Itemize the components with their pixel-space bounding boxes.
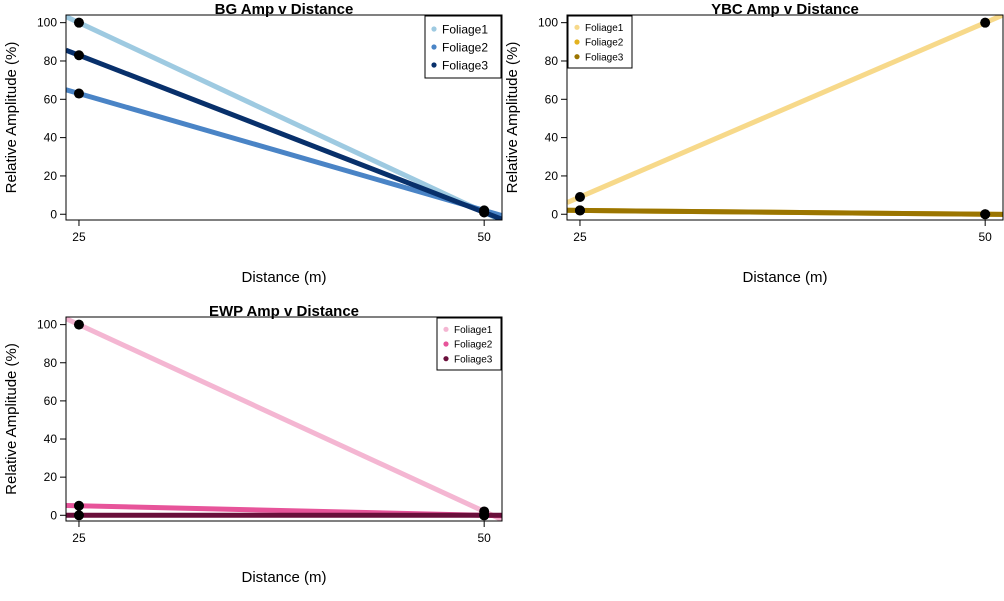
legend-swatch xyxy=(431,44,437,50)
data-points xyxy=(574,17,991,220)
y-tick-label: 0 xyxy=(50,207,57,221)
series-lines xyxy=(66,317,502,521)
y-tick-label: 60 xyxy=(44,394,58,408)
series-line-foliage2 xyxy=(66,87,502,218)
y-tick-label: 80 xyxy=(44,54,58,68)
legend-swatch xyxy=(574,54,580,60)
series-line-foliage1 xyxy=(567,15,1003,205)
legend-label: Foliage2 xyxy=(442,40,488,54)
legend-box xyxy=(424,15,502,79)
data-point xyxy=(479,207,490,218)
legend-swatch xyxy=(443,356,449,362)
chart-panel-3: 0 20 40 60 80 100 25 50 EWP Amp v Distance Distan… xyxy=(3,303,503,586)
legend-label: Foliage3 xyxy=(442,58,488,72)
chart-panel-2: 0 20 40 60 80 100 25 50 YBC Amp v Distance Distan… xyxy=(504,1,1004,286)
legend: Foliage1 Foliage2 Foliage3 xyxy=(424,15,502,79)
x-axis-label: Distance (m) xyxy=(241,569,326,586)
chart-panel-1: 0 20 40 60 80 100 25 50 BG Amp v Distance Distanc… xyxy=(3,1,503,286)
x-tick-label: 25 xyxy=(573,230,587,244)
data-points xyxy=(73,319,490,521)
legend-label: Foliage1 xyxy=(454,325,493,336)
legend: Foliage1 Foliage2 Foliage3 xyxy=(436,317,502,371)
legend-label: Foliage1 xyxy=(585,23,624,34)
x-tick-label: 25 xyxy=(72,531,86,545)
y-tick-label: 100 xyxy=(538,16,558,30)
legend-label: Foliage1 xyxy=(442,22,488,36)
legend-swatch xyxy=(574,24,580,30)
series-line-foliage1 xyxy=(66,15,502,220)
series-lines xyxy=(567,15,1003,217)
legend-swatch xyxy=(431,62,437,68)
series-lines xyxy=(66,15,502,220)
plot-frame xyxy=(65,316,503,522)
data-point xyxy=(479,510,490,521)
data-point xyxy=(73,500,84,511)
y-tick-label: 40 xyxy=(545,131,559,145)
y-tick-label: 60 xyxy=(44,92,58,106)
legend-label: Foliage2 xyxy=(454,340,493,351)
x-axis: 25 50 xyxy=(72,220,491,244)
data-point xyxy=(73,17,84,28)
data-point xyxy=(980,17,991,28)
data-point xyxy=(574,205,585,216)
legend-label: Foliage2 xyxy=(585,38,624,49)
data-point xyxy=(980,209,991,220)
legend-label: Foliage3 xyxy=(585,52,624,63)
y-tick-label: 0 xyxy=(551,207,558,221)
y-tick-label: 80 xyxy=(545,54,559,68)
legend-swatch xyxy=(443,341,449,347)
chart-title: EWP Amp v Distance xyxy=(209,303,359,320)
legend-swatch xyxy=(431,26,437,32)
legend-label: Foliage3 xyxy=(454,354,493,365)
x-tick-label: 50 xyxy=(978,230,992,244)
x-axis-label: Distance (m) xyxy=(742,269,827,286)
data-point xyxy=(73,88,84,99)
data-points xyxy=(73,17,490,218)
series-line-foliage3 xyxy=(567,207,1003,217)
y-axis: 0 20 40 60 80 100 xyxy=(37,318,66,522)
data-point xyxy=(73,50,84,61)
y-tick-label: 80 xyxy=(44,356,58,370)
chart-title: BG Amp v Distance xyxy=(215,1,354,18)
series-line-foliage3 xyxy=(66,47,502,220)
y-tick-label: 40 xyxy=(44,131,58,145)
y-axis-label: Relative Amplitude (%) xyxy=(3,42,20,194)
x-axis: 25 50 xyxy=(72,521,491,545)
data-point xyxy=(574,192,585,203)
x-tick-label: 50 xyxy=(477,230,491,244)
y-axis: 0 20 40 60 80 100 xyxy=(538,16,567,221)
x-tick-label: 50 xyxy=(477,531,491,545)
y-tick-label: 100 xyxy=(37,318,57,332)
data-point xyxy=(73,510,84,521)
y-axis: 0 20 40 60 80 100 xyxy=(37,16,66,221)
y-tick-label: 20 xyxy=(545,169,559,183)
chart-title: YBC Amp v Distance xyxy=(711,1,859,18)
y-tick-label: 40 xyxy=(44,432,58,446)
series-line-foliage1 xyxy=(66,317,502,521)
x-tick-label: 25 xyxy=(72,230,86,244)
data-point xyxy=(73,319,84,330)
x-axis-label: Distance (m) xyxy=(241,269,326,286)
y-axis-label: Relative Amplitude (%) xyxy=(504,42,521,194)
y-tick-label: 20 xyxy=(44,470,58,484)
y-tick-label: 0 xyxy=(50,508,57,522)
y-tick-label: 20 xyxy=(44,169,58,183)
legend-swatch xyxy=(574,39,580,45)
legend: Foliage1 Foliage2 Foliage3 xyxy=(567,15,633,69)
legend-swatch xyxy=(443,326,449,332)
x-axis: 25 50 xyxy=(573,220,992,244)
plot-frame xyxy=(65,14,503,221)
plot-frame xyxy=(566,14,1004,221)
y-tick-label: 60 xyxy=(545,92,559,106)
y-tick-label: 100 xyxy=(37,16,57,30)
y-axis-label: Relative Amplitude (%) xyxy=(3,343,20,495)
